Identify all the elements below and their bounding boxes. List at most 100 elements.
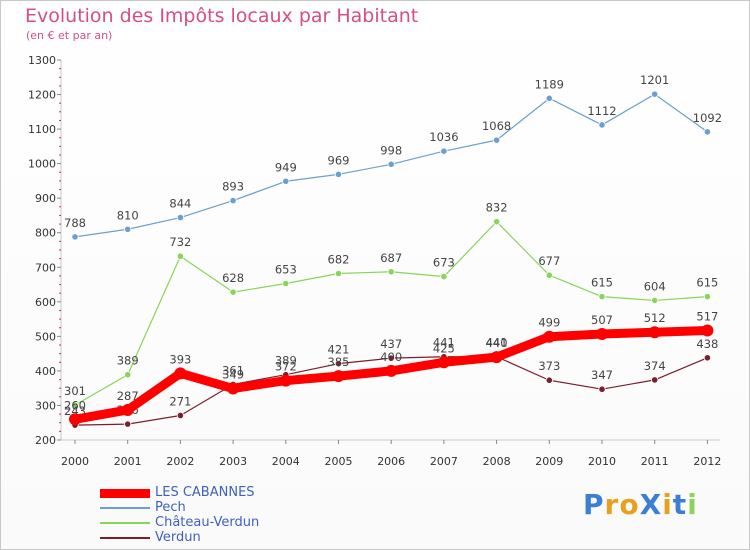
data-label-les-cabannes: 385 [328,355,350,369]
data-label-les-cabannes: 260 [64,398,86,412]
data-point-pech [124,225,132,233]
data-label-ch-teau-verdun: 732 [169,235,191,249]
data-point-verdun [651,376,659,384]
x-tick-label: 2004 [272,455,300,468]
data-point-pech [492,136,501,144]
data-label-ch-teau-verdun: 673 [433,256,455,270]
y-tick-label: 500 [35,330,56,343]
data-point-les-cabannes [437,356,450,369]
chart-title: Evolution des Impôts locaux par Habitant [25,5,419,27]
data-label-ch-teau-verdun: 615 [696,276,718,290]
x-tick-label: 2010 [588,455,616,468]
logo-letter: r [604,488,620,521]
data-point-ch-teau-verdun [598,293,606,301]
data-point-les-cabannes [121,403,134,416]
data-label-verdun: 421 [328,343,350,357]
data-point-verdun [598,385,606,393]
data-point-ch-teau-verdun [229,288,237,296]
x-tick-label: 2007 [430,455,458,468]
data-label-les-cabannes: 372 [275,360,297,374]
data-point-les-cabannes [332,370,345,383]
x-tick-label: 2000 [61,455,89,468]
data-label-verdun: 438 [696,337,718,351]
data-point-pech [282,177,290,185]
logo-letter: P [583,488,605,521]
x-tick-label: 2006 [377,455,405,468]
data-point-pech [229,197,237,205]
data-label-verdun: 361 [222,363,244,377]
data-label-ch-teau-verdun: 615 [591,276,613,290]
data-point-les-cabannes [490,351,503,364]
data-label-verdun: 347 [591,368,613,382]
data-label-verdun: 441 [433,336,455,350]
data-label-ch-teau-verdun: 677 [538,254,560,268]
data-label-les-cabannes: 349 [222,368,244,382]
x-tick-label: 2011 [641,455,669,468]
data-point-les-cabannes [69,413,81,426]
data-label-ch-teau-verdun: 628 [222,271,244,285]
data-point-les-cabannes [543,330,556,343]
data-point-ch-teau-verdun [124,371,132,379]
x-tick-label: 2012 [693,455,721,468]
data-point-pech [334,170,343,178]
data-label-pech: 1112 [587,104,616,118]
data-label-les-cabannes: 400 [380,350,402,364]
data-point-ch-teau-verdun [334,269,343,278]
y-tick-label: 1300 [28,54,56,67]
data-label-verdun: 437 [380,337,402,351]
x-tick-label: 2005 [325,455,353,468]
data-point-ch-teau-verdun [387,268,395,276]
data-label-les-cabannes: 440 [486,336,508,350]
x-tick-label: 2002 [166,455,194,468]
logo-letter: X [639,488,663,521]
data-point-les-cabannes [596,327,608,340]
data-point-verdun [545,376,553,384]
x-tick-label: 2008 [483,455,511,468]
data-point-pech [545,94,553,102]
data-point-ch-teau-verdun [71,401,79,409]
legend-label: Pech [155,500,186,515]
data-label-ch-teau-verdun: 301 [64,384,86,398]
data-label-ch-teau-verdun: 604 [644,279,666,293]
data-point-pech [176,213,184,222]
data-label-ch-teau-verdun: 682 [328,252,350,266]
y-tick-label: 200 [35,434,56,447]
data-label-ch-teau-verdun: 389 [117,354,139,368]
x-tick-label: 2001 [114,455,142,468]
data-label-verdun: 389 [275,354,297,368]
data-label-pech: 969 [328,153,350,167]
data-point-ch-teau-verdun [282,279,290,288]
legend-swatch [100,507,150,509]
data-point-ch-teau-verdun [651,296,659,305]
data-point-verdun [124,420,132,428]
y-tick-label: 800 [35,227,56,240]
data-point-les-cabannes [701,324,714,337]
data-label-verdun: 441 [486,336,508,350]
proxiti-logo: ProXiti [583,488,698,521]
chart-subtitle: (en € et par an) [26,29,113,42]
data-label-pech: 1092 [693,111,722,125]
data-point-ch-teau-verdun [545,271,553,279]
y-tick-label: 400 [35,365,56,378]
data-label-pech: 844 [169,197,191,211]
data-point-les-cabannes [385,364,398,377]
data-label-pech: 893 [222,180,244,194]
data-point-ch-teau-verdun [703,293,712,301]
legend-label: Verdun [155,530,201,545]
data-point-verdun [387,354,395,362]
data-label-ch-teau-verdun: 832 [486,201,508,215]
data-label-pech: 810 [117,208,139,222]
data-label-pech: 949 [275,160,297,174]
data-point-pech [703,128,712,136]
data-label-les-cabannes: 393 [169,352,191,366]
x-tick-label: 2009 [535,455,563,468]
y-tick-label: 1200 [28,89,56,102]
data-label-pech: 998 [380,143,402,157]
data-point-verdun [334,360,343,368]
data-point-pech [440,147,448,155]
y-tick-label: 900 [35,192,56,205]
data-point-pech [387,160,395,168]
data-label-pech: 1189 [535,77,564,91]
y-tick-label: 300 [35,399,56,412]
